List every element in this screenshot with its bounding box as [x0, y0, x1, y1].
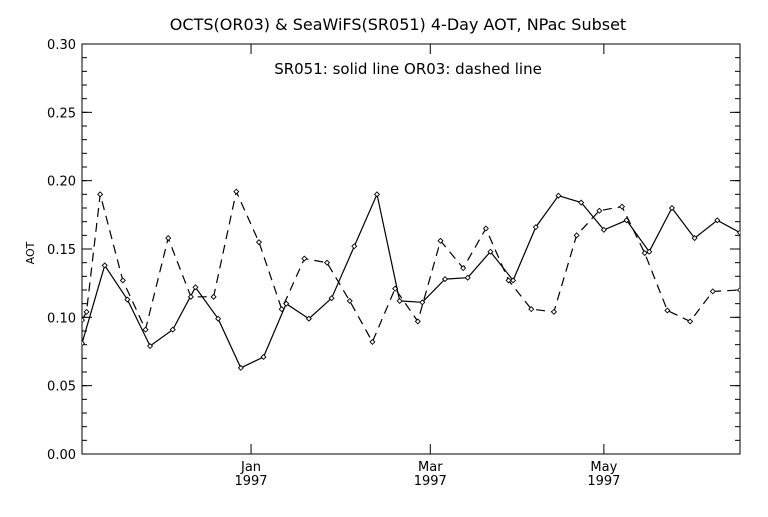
- series-line-sr051: [82, 192, 740, 369]
- series-lines: [82, 188, 740, 371]
- y-tick-label: 0.00: [47, 448, 76, 463]
- data-point-or03: [414, 318, 421, 325]
- data-point-or03: [687, 318, 694, 325]
- data-point-or03: [324, 259, 331, 266]
- x-tick-label-month: Mar: [418, 460, 443, 475]
- data-point-or03: [709, 288, 716, 295]
- data-point-sr051: [487, 248, 494, 255]
- data-point-or03: [301, 255, 308, 262]
- data-point-or03: [596, 207, 603, 214]
- data-point-sr051: [237, 364, 244, 371]
- data-point-or03: [573, 232, 580, 239]
- y-tick-label: 0.05: [47, 380, 76, 395]
- y-tick-label: 0.25: [47, 106, 76, 121]
- data-point-or03: [233, 188, 240, 195]
- data-point-or03: [119, 277, 126, 284]
- data-point-sr051: [555, 192, 562, 199]
- y-tick-label: 0.30: [47, 38, 76, 53]
- x-tick-label-month: May: [590, 460, 617, 475]
- data-point-sr051: [192, 284, 199, 291]
- data-point-sr051: [328, 295, 335, 302]
- data-point-or03: [482, 225, 489, 232]
- data-point-sr051: [101, 262, 108, 269]
- data-point-or03: [392, 285, 399, 292]
- data-point-sr051: [510, 277, 517, 284]
- axes: 0.000.050.100.150.200.250.30Jan1997Mar19…: [47, 38, 741, 489]
- data-point-sr051: [646, 248, 653, 255]
- x-tick-label-year: 1997: [414, 474, 447, 489]
- data-point-or03: [82, 317, 86, 324]
- data-point-sr051: [600, 226, 607, 233]
- y-axis-label: AOT: [24, 241, 37, 264]
- y-tick-label: 0.20: [47, 175, 76, 190]
- data-point-or03: [550, 308, 557, 315]
- data-point-or03: [369, 338, 376, 345]
- x-tick-label-year: 1997: [587, 474, 620, 489]
- data-point-or03: [255, 239, 263, 246]
- data-point-or03: [97, 191, 104, 198]
- data-point-sr051: [691, 235, 698, 242]
- data-point-or03: [736, 286, 740, 294]
- series-legend-annotation: SR051: solid line OR03: dashed line: [274, 60, 542, 78]
- data-point-sr051: [169, 326, 176, 333]
- data-point-or03: [641, 250, 648, 257]
- x-tick-label-year: 1997: [234, 474, 267, 489]
- data-point-or03: [528, 306, 535, 313]
- data-point-or03: [83, 308, 90, 315]
- data-point-sr051: [578, 199, 585, 206]
- x-tick-label-month: Jan: [240, 460, 261, 475]
- data-point-sr051: [714, 217, 721, 224]
- data-point-sr051: [147, 342, 154, 350]
- data-point-or03: [505, 277, 512, 284]
- data-point-sr051: [373, 191, 381, 198]
- data-point-sr051: [260, 353, 267, 361]
- data-point-sr051: [532, 224, 539, 231]
- chart-title: OCTS(OR03) & SeaWiFS(SR051) 4-Day AOT, N…: [170, 15, 626, 34]
- data-point-or03: [210, 293, 217, 300]
- data-point-sr051: [464, 274, 471, 281]
- data-point-sr051: [668, 204, 675, 212]
- data-point-or03: [165, 235, 172, 242]
- data-point-sr051: [215, 315, 222, 322]
- data-point-sr051: [396, 297, 403, 304]
- data-point-or03: [142, 326, 149, 333]
- data-point-sr051: [419, 299, 426, 306]
- data-point-or03: [618, 203, 626, 210]
- y-tick-label: 0.15: [47, 243, 76, 258]
- data-point-or03: [437, 237, 444, 244]
- data-point-sr051: [305, 315, 312, 322]
- data-point-or03: [460, 265, 467, 272]
- data-point-sr051: [124, 296, 131, 303]
- data-point-sr051: [736, 229, 740, 236]
- data-point-or03: [664, 307, 671, 314]
- data-point-or03: [278, 306, 285, 313]
- data-point-sr051: [351, 243, 358, 250]
- data-point-sr051: [441, 276, 449, 283]
- data-point-or03: [187, 293, 194, 300]
- y-tick-label: 0.10: [47, 311, 76, 326]
- data-point-sr051: [82, 340, 86, 347]
- data-point-or03: [346, 297, 353, 304]
